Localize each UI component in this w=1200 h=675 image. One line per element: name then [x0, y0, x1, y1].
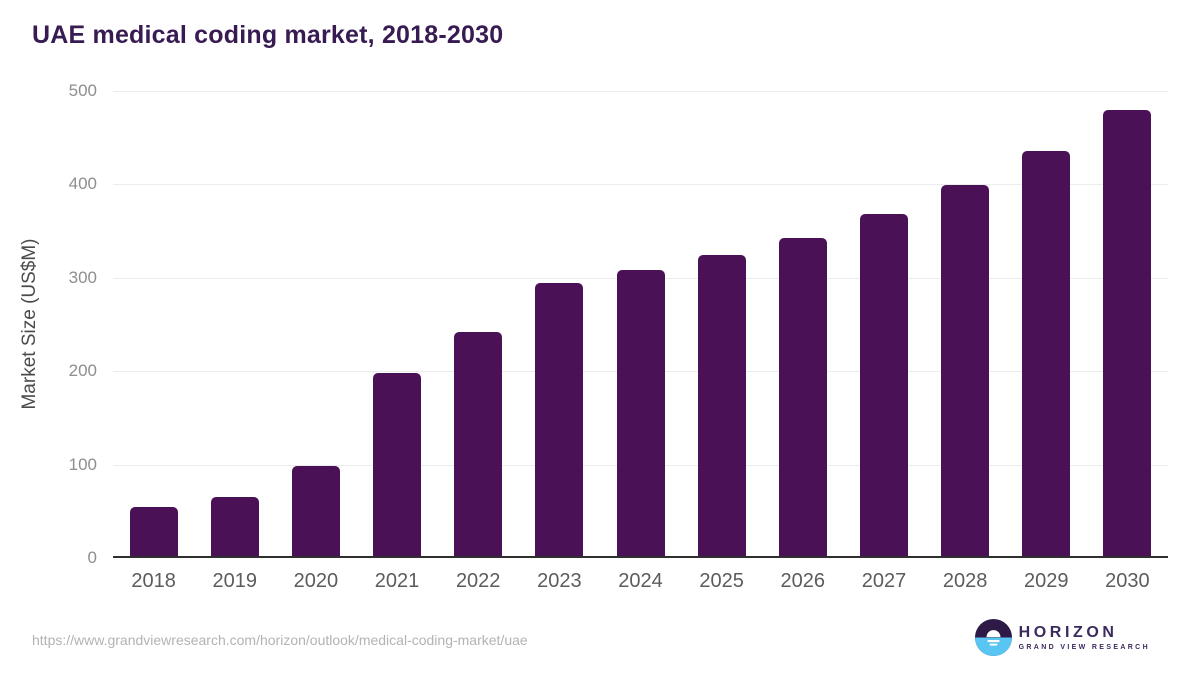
horizon-sunrise-icon: [974, 619, 1012, 656]
bar-2029[interactable]: [1022, 150, 1071, 556]
x-tick-2027: 2027: [861, 570, 907, 592]
x-tick-2021: 2021: [374, 570, 420, 592]
logo-subtitle: GRAND VIEW RESEARCH: [1018, 644, 1150, 651]
bar-2023[interactable]: [535, 283, 584, 556]
bar-2025[interactable]: [697, 255, 746, 556]
plot-area: 0 100 200 300 400 500 2018 2019 2020 2021 2022 2023…: [69, 81, 1168, 592]
bar-2019[interactable]: [210, 497, 259, 556]
bar-2026[interactable]: [778, 237, 827, 556]
bar-2020[interactable]: [291, 466, 340, 556]
chart-title: UAE medical coding market, 2018-2030: [32, 21, 504, 49]
bar-2027[interactable]: [859, 214, 908, 556]
x-tick-2020: 2020: [293, 570, 339, 592]
bar-2021[interactable]: [373, 372, 422, 556]
horizon-logo[interactable]: HORIZON GRAND VIEW RESEARCH: [974, 619, 1150, 656]
y-tick-400: 400: [68, 174, 97, 194]
gridline-400: [113, 184, 1168, 186]
y-tick-0: 0: [87, 548, 97, 567]
bar-2028[interactable]: [941, 185, 990, 556]
y-tick-200: 200: [68, 361, 97, 381]
bar-2022[interactable]: [454, 331, 503, 556]
bar-2018[interactable]: [129, 507, 178, 556]
x-tick-2018: 2018: [131, 570, 176, 592]
x-tick-2026: 2026: [780, 570, 826, 592]
x-tick-2025: 2025: [699, 570, 744, 592]
logo-text: HORIZON GRAND VIEW RESEARCH: [1019, 624, 1150, 651]
x-tick-2028: 2028: [942, 570, 988, 592]
x-tick-2023: 2023: [537, 570, 582, 592]
x-tick-2029: 2029: [1024, 570, 1069, 592]
y-tick-100: 100: [68, 454, 97, 474]
y-axis-title: Market Size (US$M): [19, 238, 40, 410]
gridline-500: [113, 91, 1168, 92]
bar-2030[interactable]: [1103, 110, 1152, 556]
y-tick-300: 300: [68, 267, 97, 287]
source-url: https://www.grandviewresearch.com/horizo…: [32, 632, 528, 648]
x-tick-2024: 2024: [618, 570, 663, 592]
x-tick-2030: 2030: [1105, 570, 1150, 592]
x-tick-2022: 2022: [455, 570, 501, 592]
x-tick-2019: 2019: [212, 570, 257, 592]
y-tick-500: 500: [68, 81, 97, 100]
logo-name: HORIZON: [1018, 624, 1118, 641]
bar-2024[interactable]: [616, 270, 665, 556]
